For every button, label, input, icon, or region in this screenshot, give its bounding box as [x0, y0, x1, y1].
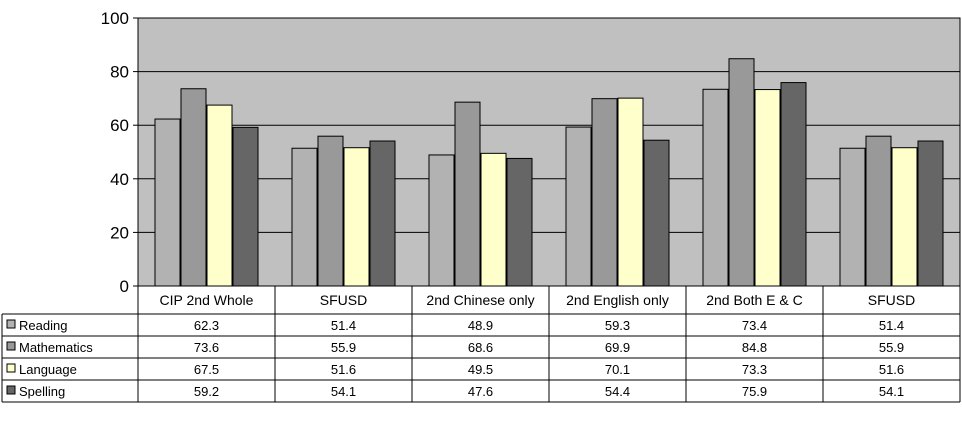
bar-spelling — [917, 140, 944, 287]
legend-swatch — [6, 385, 16, 395]
bar-reading — [154, 118, 181, 287]
legend-label: Language — [19, 362, 77, 377]
data-label: 73.4 — [742, 318, 767, 333]
legend-swatch — [6, 319, 16, 329]
bar-spelling — [643, 139, 670, 287]
data-label: 59.3 — [605, 318, 630, 333]
legend-label: Reading — [19, 318, 67, 333]
data-label: 51.4 — [879, 318, 904, 333]
bar-reading — [428, 154, 455, 287]
data-label: 51.6 — [879, 362, 904, 377]
bar-spelling — [506, 157, 533, 287]
data-label: 55.9 — [331, 340, 356, 355]
bar-reading — [291, 147, 318, 287]
category-label: CIP 2nd Whole — [160, 292, 254, 308]
bar-spelling — [780, 82, 807, 287]
data-label: 55.9 — [879, 340, 904, 355]
bar-language — [343, 147, 370, 287]
bar-language — [891, 147, 918, 287]
plot-area — [137, 17, 961, 287]
data-label: 67.5 — [194, 362, 219, 377]
legend-swatch — [6, 341, 16, 351]
bar-mathematics — [591, 98, 618, 287]
data-label: 59.2 — [194, 384, 219, 399]
data-label: 47.6 — [468, 384, 493, 399]
bar-language — [754, 89, 781, 287]
category-label: 2nd Both E & C — [706, 292, 803, 308]
bar-spelling — [369, 140, 396, 287]
y-tick-label: 0 — [120, 277, 129, 296]
data-label: 70.1 — [605, 362, 630, 377]
bar-language — [206, 104, 233, 287]
bar-language — [480, 152, 507, 287]
bar-mathematics — [728, 58, 755, 287]
category-label: SFUSD — [868, 292, 915, 308]
y-axis-ticks: 0 20 40 60 80 100 — [101, 9, 138, 296]
bars — [154, 58, 944, 287]
data-label: 62.3 — [194, 318, 219, 333]
data-label: 48.9 — [468, 318, 493, 333]
data-label: 69.9 — [605, 340, 630, 355]
category-label: 2nd Chinese only — [426, 292, 534, 308]
bar-mathematics — [180, 88, 207, 287]
data-label: 51.6 — [331, 362, 356, 377]
bar-spelling — [232, 126, 259, 287]
legend-label: Spelling — [19, 384, 65, 399]
bar-mathematics — [454, 101, 481, 287]
data-label: 73.3 — [742, 362, 767, 377]
data-label: 54.1 — [331, 384, 356, 399]
bar-reading — [565, 126, 592, 287]
bar-mathematics — [317, 135, 344, 287]
bar-reading — [702, 88, 729, 287]
data-label: 73.6 — [194, 340, 219, 355]
category-label: SFUSD — [320, 292, 367, 308]
y-tick-label: 40 — [110, 170, 129, 189]
y-tick-label: 80 — [110, 63, 129, 82]
bar-reading — [839, 147, 866, 287]
y-tick-label: 100 — [101, 9, 129, 28]
data-label: 68.6 — [468, 340, 493, 355]
data-label: 54.1 — [879, 384, 904, 399]
y-tick-label: 20 — [110, 223, 129, 242]
y-tick-label: 60 — [110, 116, 129, 135]
data-label: 75.9 — [742, 384, 767, 399]
data-label: 54.4 — [605, 384, 630, 399]
gridlines — [138, 71, 960, 233]
bar-mathematics — [865, 135, 892, 287]
legend-swatch — [6, 363, 16, 373]
data-table: CIP 2nd Whole SFUSD 2nd Chinese only 2nd En… — [1, 286, 961, 403]
data-label: 51.4 — [331, 318, 356, 333]
category-label: 2nd English only — [566, 292, 669, 308]
data-label: 84.8 — [742, 340, 767, 355]
bar-language — [617, 97, 644, 287]
legend-label: Mathematics — [19, 340, 93, 355]
data-label: 49.5 — [468, 362, 493, 377]
